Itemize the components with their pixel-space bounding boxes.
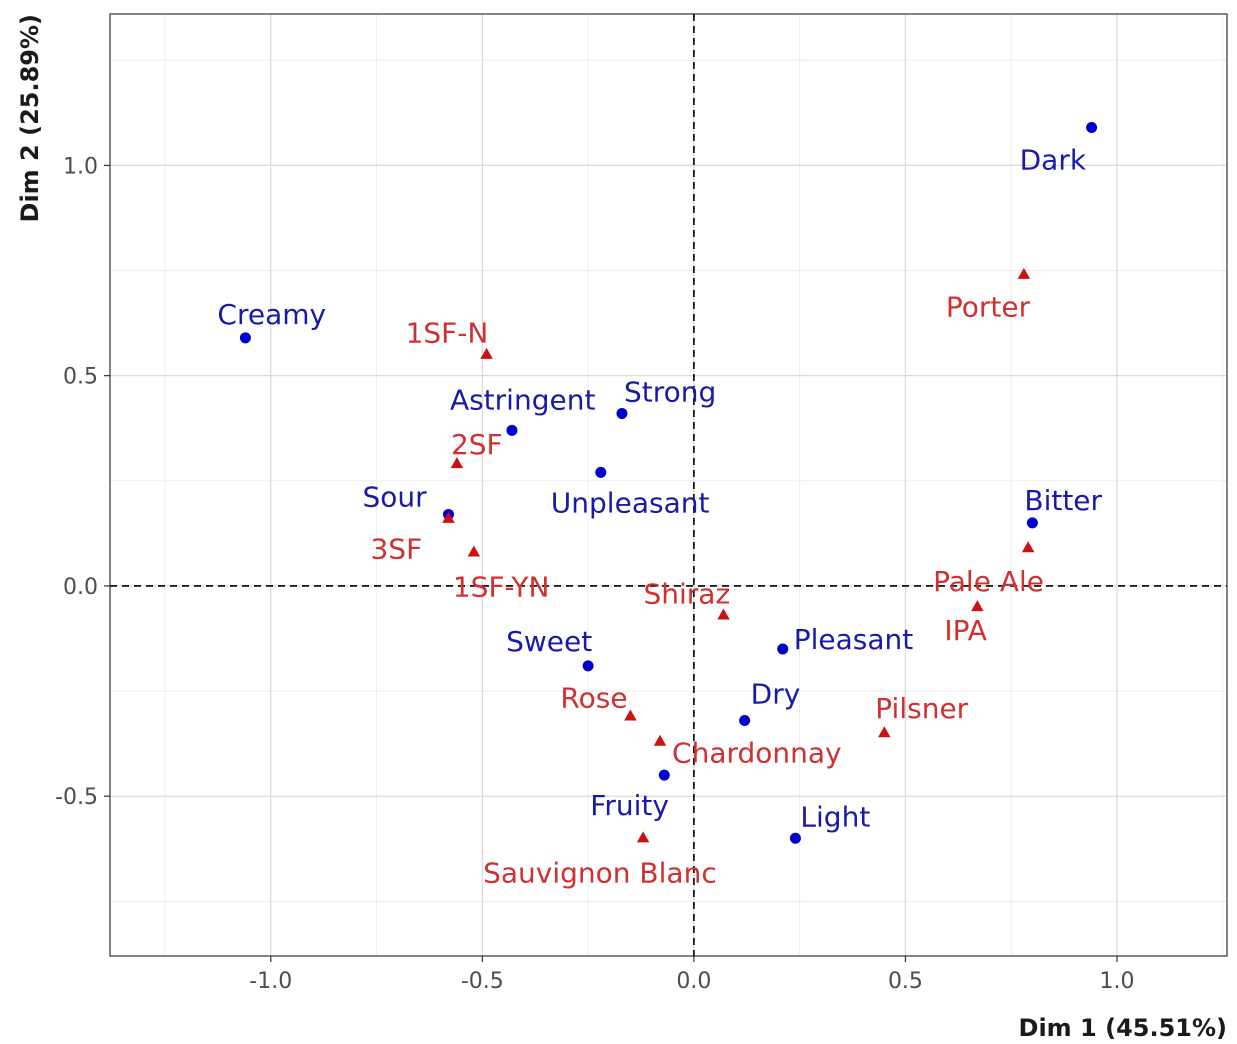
point-1sf-n [480,347,493,359]
label-strong: Strong [624,376,716,409]
label-1sf-n: 1SF-N [406,317,489,350]
label-porter: Porter [946,291,1031,324]
label-bitter: Bitter [1024,484,1102,517]
label-sauvignon-blanc: Sauvignon Blanc [483,856,717,889]
plot-border [109,13,1228,957]
point-creamy [239,332,251,344]
y-tick-label: 0.5 [63,365,98,390]
point-pale-ale [1021,541,1035,553]
point-porter [1017,267,1031,279]
point-dark [1086,122,1098,134]
label-sweet: Sweet [506,625,592,658]
point-chardonnay [653,734,667,746]
label-3sf: 3SF [370,533,422,566]
point-light [789,832,801,844]
label-light: Light [800,800,870,833]
point-strong [616,408,628,420]
label-astringent: Astringent [450,383,596,416]
x-tick-label: -1.0 [249,969,292,994]
label-2sf: 2SF [451,428,503,461]
point-astringent [506,424,518,436]
x-axis-title: Dim 1 (45.51%) [1019,1014,1227,1042]
point-2sf [450,457,464,469]
point-shiraz [717,608,730,620]
point-dry [739,715,751,726]
point-unpleasant [595,466,607,478]
label-pleasant: Pleasant [794,623,914,656]
label-creamy: Creamy [217,298,326,331]
x-tick-label: 0.5 [888,969,923,994]
label-dry: Dry [751,678,801,711]
y-tick-label: 1.0 [63,154,98,179]
label-rose: Rose [560,681,627,714]
point-rose [624,709,637,721]
point-sweet [582,660,594,672]
point-fruity [658,769,670,781]
x-tick-label: 0.0 [676,969,711,994]
label-ipa: IPA [944,614,987,647]
point-bitter [1026,517,1038,529]
label-fruity: Fruity [590,789,669,822]
point-pilsner [878,726,891,738]
label-shiraz: Shiraz [644,577,731,610]
point-3sf [442,511,455,523]
y-tick-label: -0.5 [55,785,98,810]
point-1sf-yn [467,545,481,557]
y-tick-label: 0.0 [63,575,98,600]
label-1sf-yn: 1SF-YN [453,570,550,603]
x-tick-label: 1.0 [1099,969,1134,994]
plot-panel [110,14,1227,956]
point-sauvignon-blanc [636,831,650,843]
label-pilsner: Pilsner [875,692,968,725]
point-ipa [971,600,984,612]
label-chardonnay: Chardonnay [672,737,842,770]
label-pale-ale: Pale Ale [933,565,1044,598]
label-sour: Sour [362,480,427,513]
y-axis-title: Dim 2 (25.89%) [16,14,44,222]
point-pleasant [777,643,789,655]
label-dark: Dark [1020,144,1087,177]
label-unpleasant: Unpleasant [551,486,710,519]
x-tick-label: -0.5 [461,969,504,994]
